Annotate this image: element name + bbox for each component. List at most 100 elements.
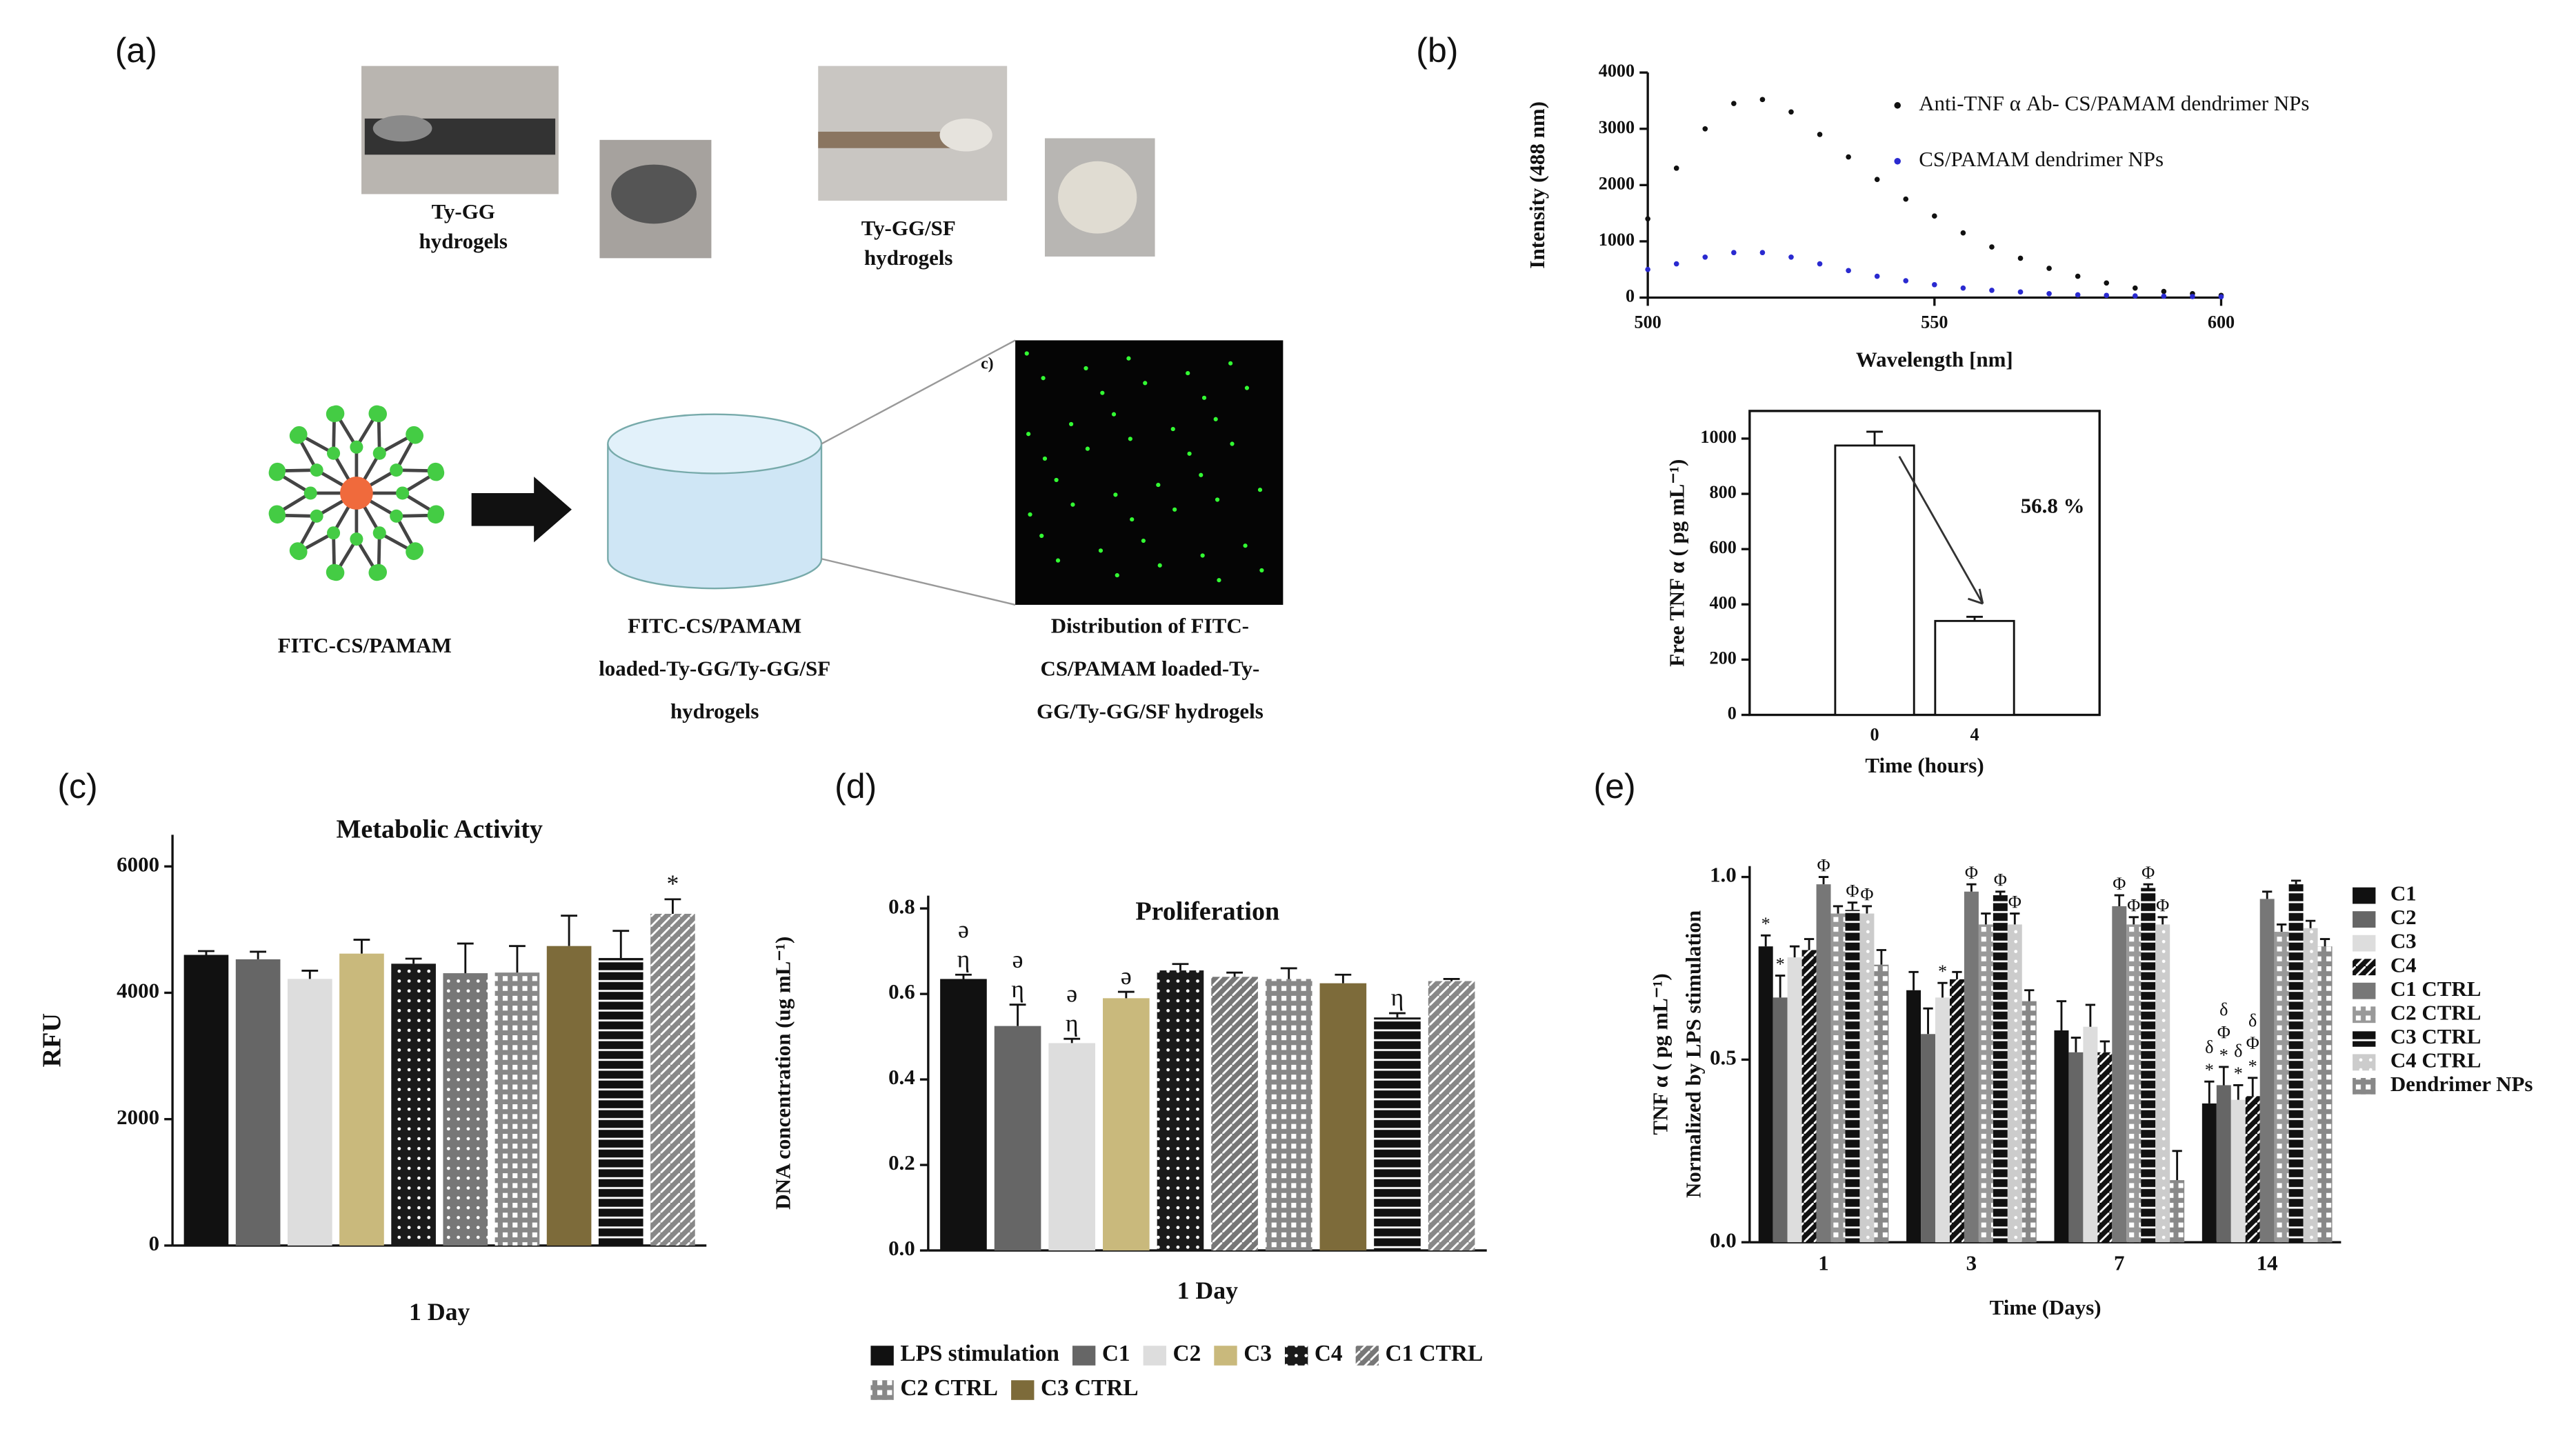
bar-label: * bbox=[666, 870, 679, 897]
speck bbox=[1130, 517, 1135, 522]
bar-label: Φ bbox=[1846, 881, 1859, 901]
bar bbox=[1374, 1017, 1421, 1251]
legend-swatch bbox=[870, 1346, 894, 1366]
legend-swatch bbox=[1072, 1346, 1096, 1366]
y-tick-label: 0 bbox=[1728, 703, 1737, 723]
y-tick-label: 4000 bbox=[117, 979, 159, 1003]
photo-detail bbox=[818, 131, 958, 148]
legend-swatch bbox=[1143, 1346, 1166, 1366]
error-bar bbox=[1818, 876, 1829, 885]
x-axis-label: Wavelength [nm] bbox=[1856, 348, 2013, 372]
micrograph-dots bbox=[1024, 351, 1264, 583]
photo-label: hydrogels bbox=[864, 246, 952, 270]
data-point bbox=[2017, 255, 2024, 261]
legend-label: CS/PAMAM dendrimer NPs bbox=[1919, 147, 2164, 171]
micrograph-tag: c) bbox=[981, 355, 994, 373]
bar bbox=[287, 979, 332, 1246]
speck bbox=[1041, 376, 1046, 381]
bar bbox=[1428, 981, 1475, 1251]
data-point bbox=[2046, 290, 2052, 297]
data-point bbox=[2017, 289, 2024, 295]
node bbox=[372, 446, 386, 460]
error-bar bbox=[1876, 949, 1887, 965]
data-point bbox=[2075, 292, 2081, 298]
speck bbox=[1157, 563, 1162, 568]
data-point bbox=[1817, 132, 1823, 137]
legend-swatch bbox=[870, 1380, 894, 1400]
legend-swatch bbox=[1284, 1346, 1308, 1366]
bar bbox=[994, 1026, 1041, 1251]
nanoparticle-label: FITC-CS/PAMAM bbox=[278, 633, 452, 657]
data-point bbox=[1731, 250, 1737, 256]
error-bar bbox=[2143, 883, 2153, 888]
error-bar bbox=[198, 950, 214, 955]
x-tick-label: 550 bbox=[1921, 312, 1948, 332]
legend-label: C4 bbox=[2390, 952, 2417, 977]
y-tick-label: 0.8 bbox=[888, 894, 915, 918]
error-bar bbox=[1847, 901, 1858, 910]
loaded-label: hydrogels bbox=[670, 699, 759, 723]
end-group bbox=[289, 542, 306, 559]
node bbox=[350, 532, 363, 546]
bar-label: δ bbox=[2234, 1041, 2242, 1061]
photo-detail bbox=[939, 118, 992, 152]
legend-swatch bbox=[2353, 935, 2376, 952]
micrograph bbox=[1015, 340, 1284, 605]
photo-label: hydrogels bbox=[419, 229, 508, 253]
error-bar bbox=[1995, 890, 2006, 896]
error-bar bbox=[2128, 916, 2139, 925]
speck bbox=[1111, 412, 1117, 417]
data-point bbox=[2161, 288, 2167, 294]
chart-title: Proliferation bbox=[1135, 897, 1279, 926]
data-point bbox=[1960, 285, 1966, 291]
legend-swatch bbox=[2353, 1006, 2376, 1023]
legend-swatch bbox=[1355, 1346, 1379, 1366]
x-tick-label: 3 bbox=[1966, 1251, 1977, 1275]
data-point bbox=[1874, 273, 1880, 279]
error-bar bbox=[1923, 1007, 1933, 1035]
end-group bbox=[269, 462, 286, 479]
speck bbox=[1113, 492, 1118, 497]
bar bbox=[1816, 884, 1831, 1243]
data-point bbox=[1673, 166, 1679, 171]
node bbox=[372, 526, 386, 540]
error-bar bbox=[1761, 934, 1771, 947]
bar bbox=[339, 953, 384, 1246]
end-group bbox=[368, 564, 386, 581]
legend-label: C3 bbox=[1244, 1341, 1272, 1366]
bar bbox=[1993, 895, 2008, 1243]
speck bbox=[1230, 441, 1235, 446]
core bbox=[340, 477, 373, 510]
y-tick-label: 200 bbox=[1710, 648, 1737, 668]
error-bar bbox=[1804, 938, 1815, 950]
error-bar bbox=[1952, 970, 1962, 979]
legend-label: C1 bbox=[1102, 1341, 1130, 1366]
legend-label: C4 CTRL bbox=[2390, 1048, 2482, 1072]
x-axis-label: 1 Day bbox=[1177, 1277, 1238, 1304]
bar bbox=[546, 946, 592, 1246]
legend-swatch bbox=[1011, 1380, 1035, 1400]
bar bbox=[1319, 983, 1367, 1251]
bar-label: Φ bbox=[1994, 870, 2007, 890]
error-bar bbox=[1117, 990, 1135, 999]
end-group bbox=[406, 543, 423, 561]
node bbox=[310, 509, 323, 523]
y-tick-label: 0 bbox=[1626, 286, 1635, 306]
data-point bbox=[1788, 109, 1794, 115]
node bbox=[350, 440, 363, 454]
speck bbox=[1244, 386, 1250, 390]
speck bbox=[1026, 432, 1031, 437]
data-point bbox=[1903, 196, 1909, 202]
bar-label: * bbox=[1761, 914, 1770, 934]
data-point bbox=[1989, 288, 1995, 293]
bar-label: Φ bbox=[1860, 885, 1873, 905]
error-bar bbox=[2056, 1000, 2067, 1031]
error-bar bbox=[2204, 1080, 2215, 1104]
error-bar bbox=[1335, 973, 1352, 983]
data-point bbox=[1731, 101, 1737, 106]
bar bbox=[2170, 1180, 2185, 1243]
panel-a: Ty-GG hydrogels Ty-GG/SF hydrogels c) FI… bbox=[278, 66, 1284, 723]
y-tick-label: 800 bbox=[1710, 482, 1737, 502]
bar bbox=[2274, 932, 2289, 1243]
y-tick-label: 1000 bbox=[1700, 427, 1736, 447]
